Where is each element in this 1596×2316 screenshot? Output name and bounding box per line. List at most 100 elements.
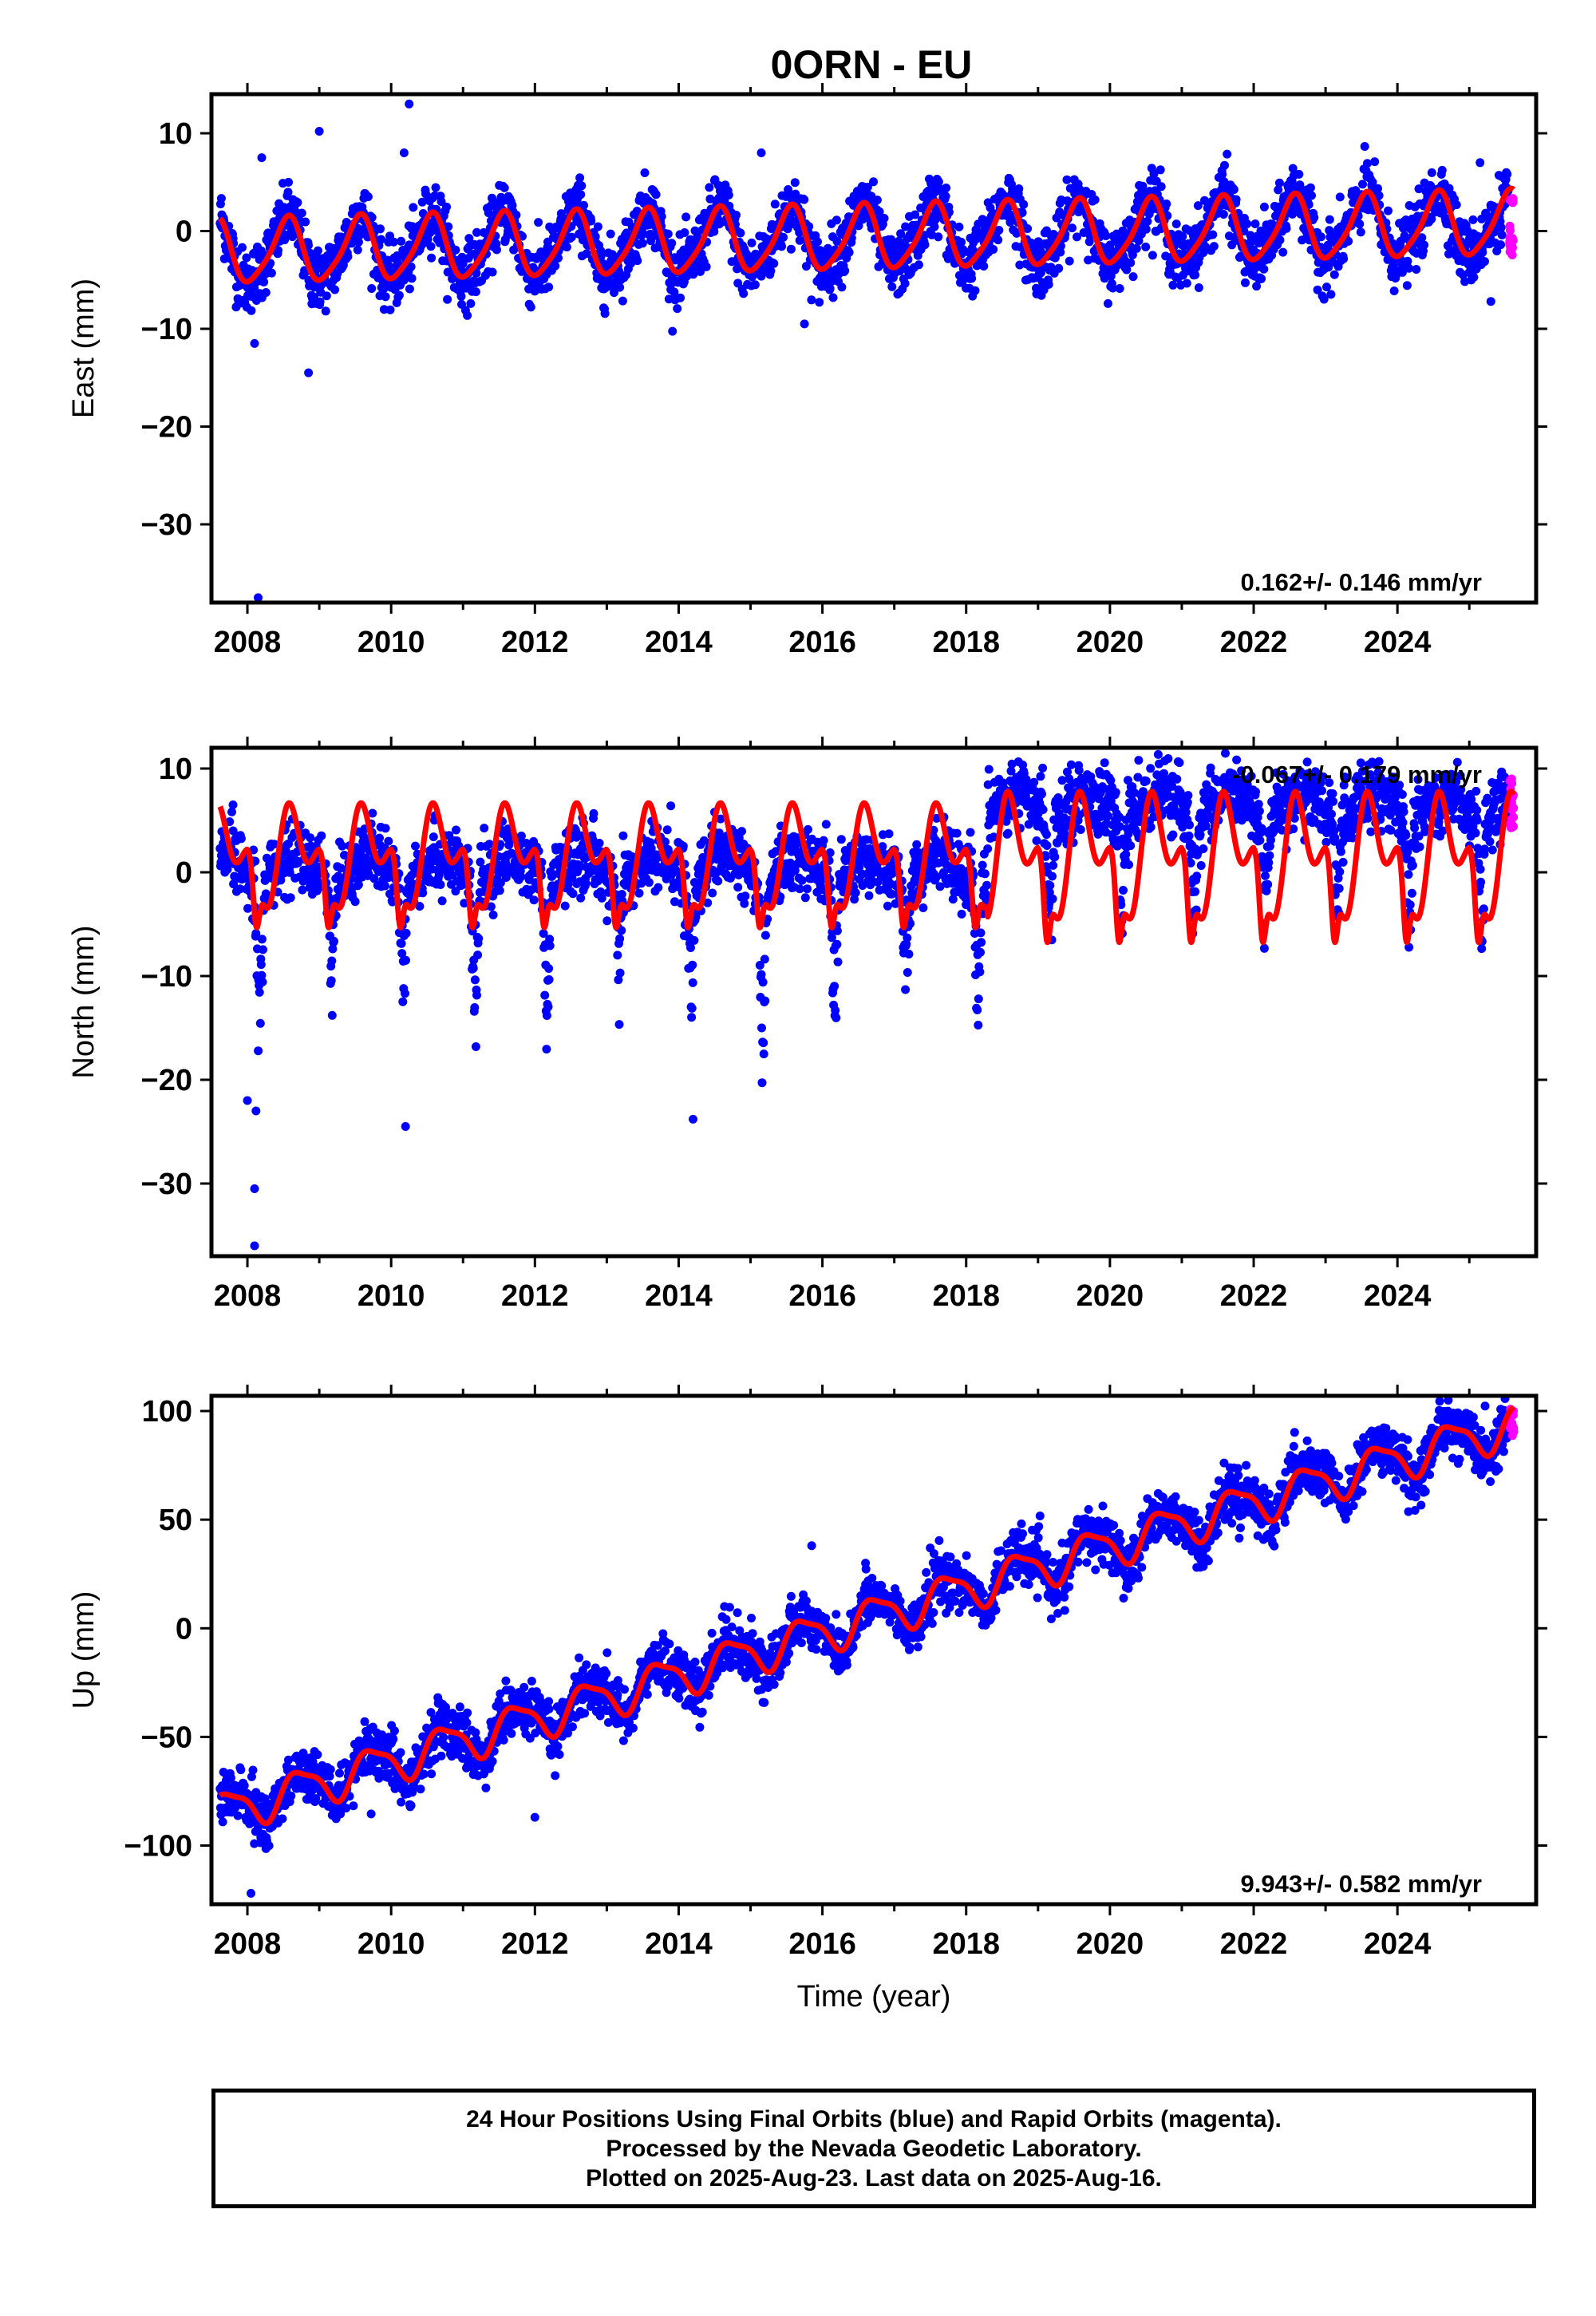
data-point (1104, 298, 1112, 308)
data-point (733, 883, 743, 892)
data-point (1412, 265, 1421, 274)
data-point (1316, 232, 1325, 242)
data-point (681, 212, 691, 222)
data-point (1029, 777, 1039, 787)
data-point (398, 997, 408, 1006)
data-point (274, 246, 282, 255)
data-point (976, 928, 986, 938)
data-point (343, 252, 353, 261)
data-point (615, 283, 625, 292)
data-point (618, 831, 628, 840)
data-point (872, 196, 882, 205)
data-point (1219, 210, 1228, 219)
data-point (1259, 264, 1269, 274)
data-point (1049, 860, 1058, 870)
data-point (376, 224, 385, 234)
data-point (1358, 180, 1367, 189)
data-point (1168, 280, 1178, 290)
data-point (526, 302, 535, 312)
data-point (306, 833, 315, 843)
plot-area (215, 749, 1519, 1251)
data-point (542, 1011, 551, 1020)
data-point (581, 879, 591, 888)
data-point (543, 1002, 553, 1011)
data-point (724, 190, 733, 200)
data-point (576, 893, 586, 903)
data-point (595, 839, 604, 848)
data-point (759, 1049, 768, 1059)
data-point (770, 200, 780, 209)
data-point (973, 1006, 982, 1014)
data-point (831, 1006, 840, 1015)
data-point (1274, 178, 1284, 188)
data-point (941, 192, 950, 201)
data-point (488, 911, 498, 919)
data-point (1050, 852, 1060, 862)
data-point (942, 184, 951, 192)
data-point (914, 260, 923, 270)
data-point (1182, 279, 1191, 288)
data-point (381, 292, 390, 302)
data-point (1310, 212, 1319, 222)
data-point (473, 951, 483, 960)
data-point (401, 928, 411, 938)
data-point (666, 801, 676, 811)
data-point (1360, 142, 1369, 151)
data-point (708, 888, 717, 898)
data-point (516, 832, 526, 840)
data-point (255, 987, 264, 997)
data-point (286, 893, 295, 903)
data-point (471, 1042, 480, 1051)
data-point (1128, 272, 1138, 282)
plot-area (215, 99, 1518, 603)
data-point (463, 310, 472, 320)
outlier-point (405, 99, 414, 109)
data-point (833, 957, 843, 966)
data-point (750, 280, 760, 290)
data-point (934, 232, 943, 242)
data-point (1148, 251, 1157, 260)
data-point (540, 990, 550, 1000)
data-point (593, 222, 602, 231)
data-point (901, 985, 911, 994)
data-point (544, 964, 554, 973)
data-point (1143, 216, 1152, 226)
data-point (1218, 169, 1227, 179)
data-point (1278, 247, 1288, 257)
data-point (1427, 168, 1436, 177)
data-point (544, 283, 554, 292)
data-point (1339, 254, 1349, 263)
data-point (385, 305, 395, 314)
data-point (662, 825, 672, 835)
data-point (301, 217, 310, 227)
data-point (1223, 149, 1232, 159)
data-point (644, 878, 654, 887)
data-point (701, 262, 711, 271)
data-point (389, 237, 398, 247)
y-tick-label: −10 (141, 313, 192, 346)
x-tick-label: 2008 (214, 626, 282, 659)
outlier-point (399, 148, 409, 157)
data-point (1038, 805, 1048, 814)
y-tick-label: 0 (176, 215, 192, 249)
x-tick-label: 2016 (788, 626, 856, 659)
data-point (466, 298, 476, 308)
data-point (401, 955, 410, 965)
data-point (1044, 279, 1053, 289)
data-point (1370, 157, 1380, 167)
data-point (836, 835, 846, 844)
data-point (819, 836, 828, 845)
data-point (1042, 830, 1051, 840)
outlier-point (800, 319, 809, 329)
data-point (705, 183, 714, 192)
data-point (663, 229, 673, 239)
data-point (409, 203, 418, 212)
data-point (1065, 256, 1074, 266)
data-point (825, 284, 835, 294)
data-point (384, 836, 393, 846)
data-point (1048, 871, 1057, 881)
data-point (803, 884, 812, 894)
data-point (470, 975, 480, 985)
